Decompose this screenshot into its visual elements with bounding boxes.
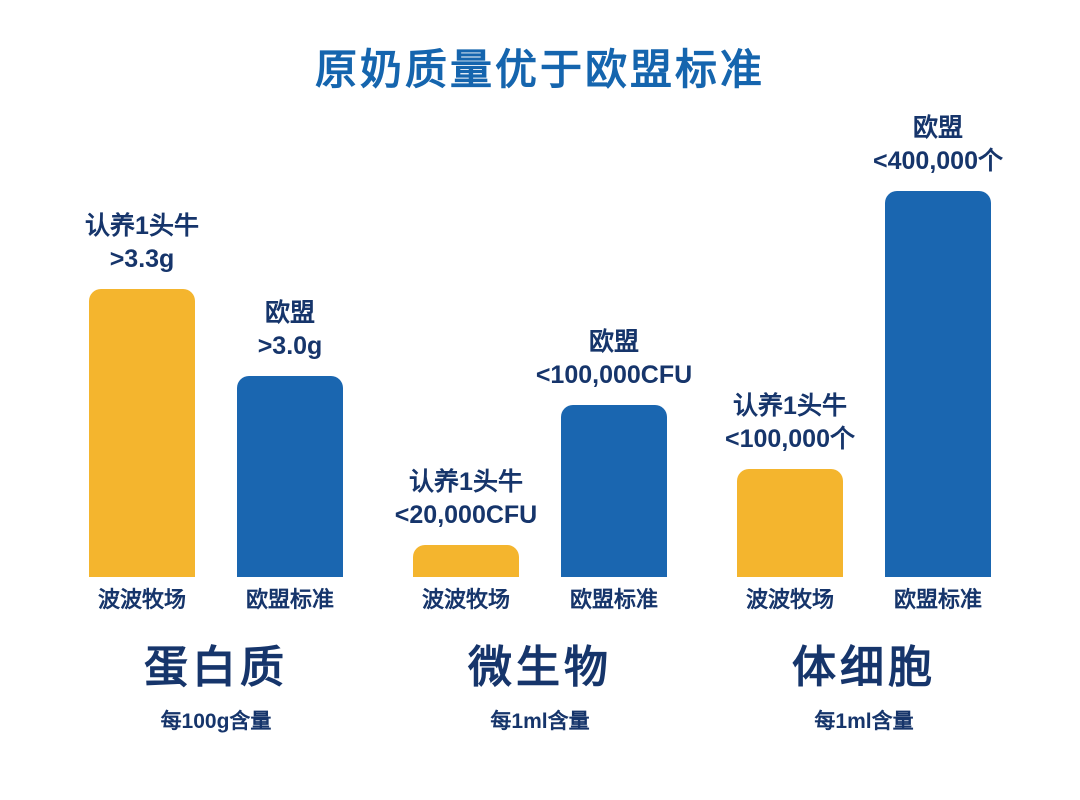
bar-x-label: 欧盟标准 [893,587,982,612]
bar-x-label: 波波牧场 [97,587,186,612]
group-unit-somatic-cells: 每1ml含量 [814,710,914,733]
group-title-microbes: 微生物 [468,643,612,692]
bar-x-label: 波波牧场 [745,587,834,612]
bar-annotation: 认养1头牛 <100,000个 [725,390,855,458]
bar-x-label: 欧盟标准 [245,587,334,612]
bar-annotation: 认养1头牛 >3.3g [85,210,199,278]
annotation-series: 欧盟 [264,298,315,327]
annotation-series: 认养1头牛 [409,467,523,496]
chart-group-somatic-cells: 认养1头牛 <100,000个 波波牧场 欧盟 <400,000个 欧盟标准 体… [725,111,1003,735]
annotation-series: 欧盟 [912,113,963,142]
bar-annotation: 欧盟 <100,000CFU [536,326,692,394]
bar-farm-somatic-cells [737,469,843,577]
bar-annotation: 欧盟 <400,000个 [873,112,1003,180]
group-unit-microbes: 每1ml含量 [490,710,590,733]
bar-col-eu: 欧盟 <400,000个 欧盟标准 [873,112,1003,620]
bars-row: 认养1头牛 <100,000个 波波牧场 欧盟 <400,000个 欧盟标准 [725,111,1003,620]
bar-chart: 认养1头牛 >3.3g 波波牧场 欧盟 >3.0g 欧盟标准 蛋白质 每100g… [0,111,1080,735]
annotation-value: >3.3g [109,245,175,274]
bar-x-label: 波波牧场 [421,587,510,612]
bar-eu-protein [237,376,343,577]
bars-row: 认养1头牛 <20,000CFU 波波牧场 欧盟 <100,000CFU 欧盟标… [395,111,692,620]
bar-col-eu: 欧盟 <100,000CFU 欧盟标准 [536,326,692,620]
bar-annotation: 欧盟 >3.0g [258,297,323,365]
annotation-value: <400,000个 [873,147,1003,176]
bar-x-label: 欧盟标准 [569,587,658,612]
group-title-protein: 蛋白质 [144,643,288,692]
annotation-series: 认养1头牛 [733,391,847,420]
annotation-value: <100,000个 [725,425,855,454]
bar-farm-microbes [413,545,519,577]
bar-col-eu: 欧盟 >3.0g 欧盟标准 [237,297,343,620]
bar-farm-protein [89,289,195,577]
bars-row: 认养1头牛 >3.3g 波波牧场 欧盟 >3.0g 欧盟标准 [85,111,343,620]
chart-group-microbes: 认养1头牛 <20,000CFU 波波牧场 欧盟 <100,000CFU 欧盟标… [395,111,692,735]
annotation-series: 欧盟 [589,327,640,356]
group-title-somatic-cells: 体细胞 [792,643,936,692]
bar-eu-somatic-cells [885,191,991,577]
group-unit-protein: 每100g含量 [160,710,272,733]
bar-eu-microbes [561,405,667,577]
annotation-value: >3.0g [257,332,323,361]
annotation-value: <100,000CFU [535,361,693,390]
bar-annotation: 认养1头牛 <20,000CFU [395,466,537,534]
chart-group-protein: 认养1头牛 >3.3g 波波牧场 欧盟 >3.0g 欧盟标准 蛋白质 每100g… [85,111,343,735]
page-title: 原奶质量优于欧盟标准 [314,46,765,93]
annotation-series: 认养1头牛 [85,211,199,240]
bar-col-farm: 认养1头牛 <100,000个 波波牧场 [725,390,855,620]
bar-col-farm: 认养1头牛 <20,000CFU 波波牧场 [395,466,537,620]
bar-col-farm: 认养1头牛 >3.3g 波波牧场 [85,210,199,620]
annotation-value: <20,000CFU [394,501,538,530]
